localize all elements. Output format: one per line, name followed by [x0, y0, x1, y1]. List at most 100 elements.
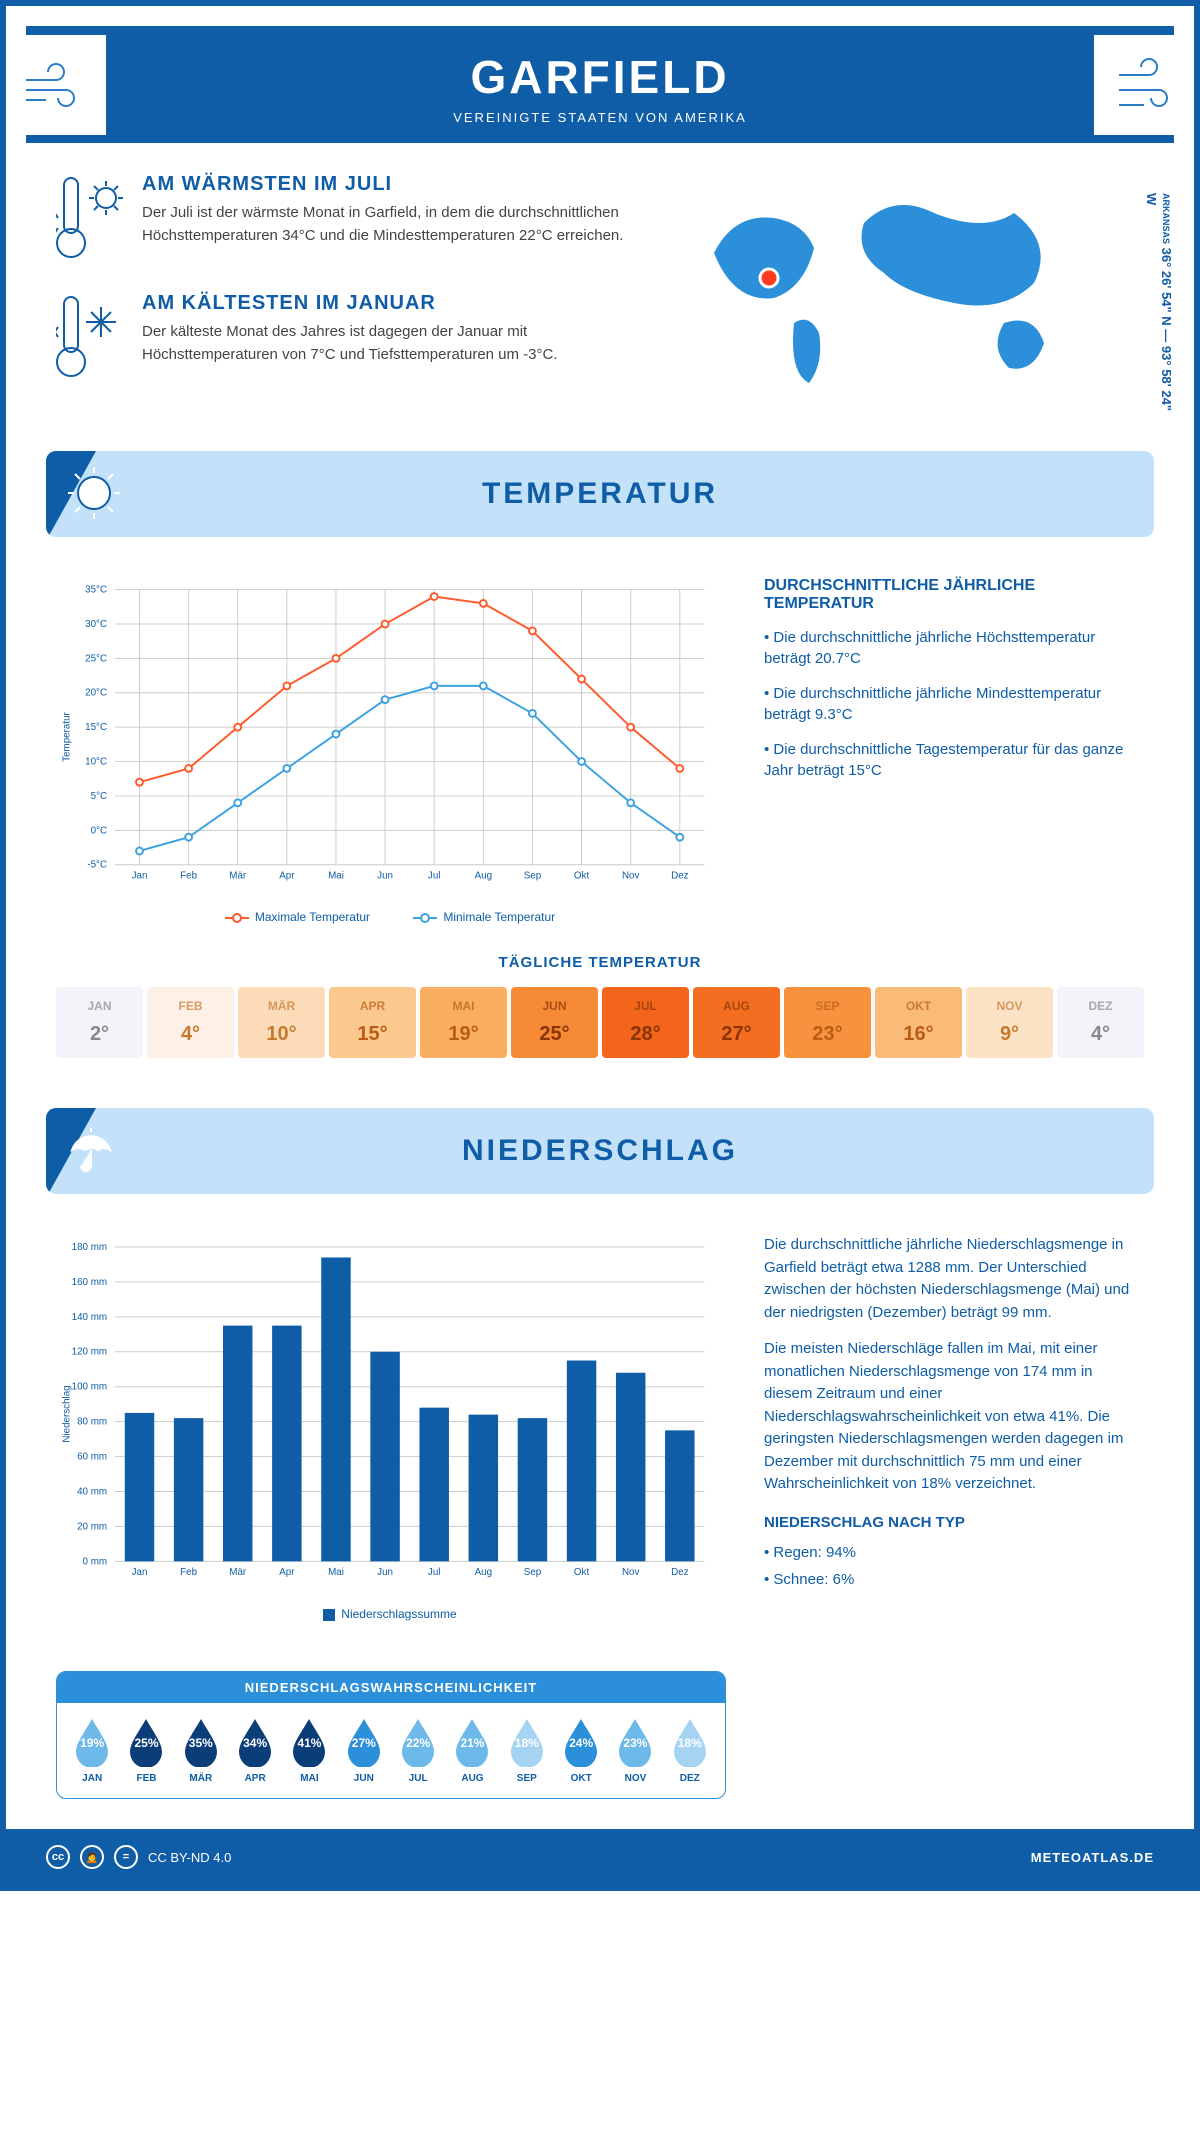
chart-legend: Maximale Temperatur Minimale Temperatur — [56, 902, 724, 944]
coldest-title: AM KÄLTESTEN IM JANUAR — [142, 292, 664, 315]
svg-text:0°C: 0°C — [91, 825, 107, 836]
svg-text:100 mm: 100 mm — [72, 1382, 107, 1393]
svg-text:Mai: Mai — [328, 870, 344, 881]
svg-text:120 mm: 120 mm — [72, 1347, 107, 1358]
svg-text:10°C: 10°C — [85, 757, 107, 768]
svg-text:Mai: Mai — [328, 1567, 344, 1578]
svg-text:Jul: Jul — [428, 870, 441, 881]
svg-text:20 mm: 20 mm — [77, 1521, 107, 1532]
svg-text:Nov: Nov — [622, 1567, 640, 1578]
svg-text:Mär: Mär — [229, 1567, 247, 1578]
temp-cell: MAI19° — [420, 987, 507, 1058]
temp-cell: OKT16° — [875, 987, 962, 1058]
svg-text:Jun: Jun — [377, 1567, 393, 1578]
svg-text:Jan: Jan — [132, 1567, 148, 1578]
svg-text:25°C: 25°C — [85, 653, 107, 664]
temp-cell: NOV9° — [966, 987, 1053, 1058]
probability-cell: 34%APR — [230, 1717, 280, 1784]
probability-cell: 27%JUN — [339, 1717, 389, 1784]
temp-cell: JUL28° — [602, 987, 689, 1058]
page: GARFIELD VEREINIGTE STAATEN VON AMERIKA … — [0, 0, 1200, 1891]
nd-icon: = — [114, 1845, 138, 1869]
temp-cell: AUG27° — [693, 987, 780, 1058]
svg-text:Feb: Feb — [180, 870, 197, 881]
svg-text:Jan: Jan — [132, 870, 148, 881]
svg-text:Nov: Nov — [622, 870, 640, 881]
probability-cell: 19%JAN — [67, 1717, 117, 1784]
wind-icon — [1094, 35, 1194, 135]
intro-section: AM WÄRMSTEN IM JULI Der Juli ist der wär… — [6, 143, 1194, 431]
precipitation-probability: NIEDERSCHLAGSWAHRSCHEINLICHKEIT 19%JAN25… — [56, 1671, 726, 1799]
svg-text:Mär: Mär — [229, 870, 247, 881]
probability-cell: 21%AUG — [447, 1717, 497, 1784]
temp-cell: JAN2° — [56, 987, 143, 1058]
svg-text:Aug: Aug — [475, 1567, 492, 1578]
footer: cc 🙍 = CC BY-ND 4.0 METEOATLAS.DE — [6, 1829, 1194, 1885]
license-text: CC BY-ND 4.0 — [148, 1850, 231, 1865]
svg-text:Aug: Aug — [475, 870, 492, 881]
svg-text:80 mm: 80 mm — [77, 1417, 107, 1428]
svg-text:30°C: 30°C — [85, 619, 107, 630]
svg-text:180 mm: 180 mm — [72, 1242, 107, 1253]
temp-cell: MÄR10° — [238, 987, 325, 1058]
temperature-notes: DURCHSCHNITTLICHE JÄHRLICHE TEMPERATUR •… — [764, 577, 1144, 944]
svg-text:Dez: Dez — [671, 870, 689, 881]
wind-icon — [6, 35, 106, 135]
svg-text:Okt: Okt — [574, 870, 590, 881]
svg-text:20°C: 20°C — [85, 688, 107, 699]
temp-cell: APR15° — [329, 987, 416, 1058]
warmest-title: AM WÄRMSTEN IM JULI — [142, 173, 664, 196]
page-title: GARFIELD — [26, 50, 1174, 104]
precipitation-chart: 0 mm 20 mm 40 mm 60 mm 80 mm 100 mm 120 mm 140 … — [56, 1234, 724, 1641]
cc-icon: cc — [46, 1845, 70, 1869]
svg-text:Jul: Jul — [428, 1567, 441, 1578]
svg-text:Apr: Apr — [279, 870, 295, 881]
svg-text:Dez: Dez — [671, 1567, 689, 1578]
header: GARFIELD VEREINIGTE STAATEN VON AMERIKA — [26, 26, 1174, 143]
svg-text:160 mm: 160 mm — [72, 1277, 107, 1288]
temp-cell: JUN25° — [511, 987, 598, 1058]
svg-text:15°C: 15°C — [85, 722, 107, 733]
coordinates: ARKANSAS 36° 26' 54" N — 93° 58' 24" W — [1144, 193, 1174, 411]
svg-text:Sep: Sep — [524, 1567, 542, 1578]
temp-cell: SEP23° — [784, 987, 871, 1058]
by-icon: 🙍 — [80, 1845, 104, 1869]
sun-icon — [64, 463, 124, 528]
svg-text:Sep: Sep — [524, 870, 542, 881]
probability-cell: 23%NOV — [610, 1717, 660, 1784]
svg-text:0 mm: 0 mm — [83, 1556, 108, 1567]
svg-text:-5°C: -5°C — [87, 860, 107, 871]
probability-cell: 25%FEB — [121, 1717, 171, 1784]
svg-text:Okt: Okt — [574, 1567, 590, 1578]
svg-text:40 mm: 40 mm — [77, 1486, 107, 1497]
probability-cell: 24%OKT — [556, 1717, 606, 1784]
probability-cell: 41%MAI — [284, 1717, 334, 1784]
svg-text:Feb: Feb — [180, 1567, 197, 1578]
svg-text:Apr: Apr — [279, 1567, 295, 1578]
section-title: TEMPERATUR — [46, 477, 1154, 511]
daily-temperature: TÄGLICHE TEMPERATUR JAN2°FEB4°MÄR10°APR1… — [6, 954, 1194, 1088]
svg-text:140 mm: 140 mm — [72, 1312, 107, 1323]
probability-cell: 18%SEP — [502, 1717, 552, 1784]
chart-legend: Niederschlagssumme — [56, 1599, 724, 1641]
section-header-temp: TEMPERATUR — [46, 451, 1154, 537]
svg-text:Jun: Jun — [377, 870, 393, 881]
svg-text:35°C: 35°C — [85, 585, 107, 596]
coldest-block: AM KÄLTESTEN IM JANUAR Der kälteste Mona… — [56, 292, 664, 387]
probability-cell: 18%DEZ — [665, 1717, 715, 1784]
svg-text:60 mm: 60 mm — [77, 1452, 107, 1463]
world-map — [694, 173, 1094, 393]
precipitation-notes: Die durchschnittliche jährliche Niedersc… — [764, 1234, 1144, 1641]
thermometer-sun-icon — [56, 173, 126, 268]
page-subtitle: VEREINIGTE STAATEN VON AMERIKA — [26, 110, 1174, 125]
probability-cell: 35%MÄR — [176, 1717, 226, 1784]
temp-cell: DEZ4° — [1057, 987, 1144, 1058]
temp-cell: FEB4° — [147, 987, 234, 1058]
coldest-text: Der kälteste Monat des Jahres ist dagege… — [142, 321, 664, 366]
site-name: METEOATLAS.DE — [1031, 1850, 1154, 1865]
section-header-precip: NIEDERSCHLAG — [46, 1108, 1154, 1194]
warmest-block: AM WÄRMSTEN IM JULI Der Juli ist der wär… — [56, 173, 664, 268]
umbrella-icon — [64, 1120, 119, 1180]
section-title: NIEDERSCHLAG — [46, 1134, 1154, 1168]
probability-cell: 22%JUL — [393, 1717, 443, 1784]
